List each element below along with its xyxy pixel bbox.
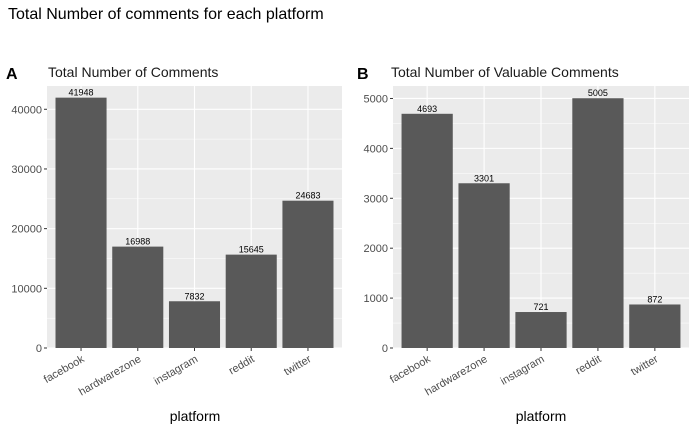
panel-a-title: Total Number of Comments: [48, 64, 218, 80]
y-tick-label: 5000: [364, 93, 388, 105]
data-label-reddit: 15645: [239, 245, 264, 255]
bar-instagram: [515, 312, 567, 348]
panel-b-plot: 0 1000 2000 3000 4000 5000 4693 facebook 3301 har…: [364, 86, 689, 398]
bar-hardwarezone: [112, 246, 164, 348]
figure-title: Total Number of comments for each platfo…: [8, 6, 324, 23]
y-tick-label: 0: [382, 343, 388, 355]
y-tick-label: 30000: [11, 164, 42, 176]
panel-b: B Total Number of Valuable Comments plat…: [357, 64, 619, 424]
data-label-twitter: 24683: [295, 191, 320, 201]
x-tick-label-facebook: facebook: [42, 353, 87, 386]
bar-twitter: [629, 304, 681, 348]
panel-a-plot: 0 10000 20000 30000 40000 41948 facebook 16988 h…: [11, 86, 342, 398]
y-tick-label: 20000: [11, 224, 42, 236]
y-tick-label: 4000: [364, 143, 388, 155]
bar-instagram: [168, 301, 221, 348]
data-label-twitter: 872: [647, 294, 662, 304]
data-label-facebook: 41948: [69, 88, 94, 98]
panel-a: A Total Number of Comments platform: [6, 64, 220, 424]
panel-b-x-axis-title: platform: [516, 408, 567, 424]
x-tick-label-facebook: facebook: [388, 353, 433, 386]
x-tick-label-instagram: instagram: [152, 353, 200, 388]
x-tick-label-twitter: twitter: [282, 353, 314, 378]
panel-b-tag: B: [357, 66, 369, 83]
x-tick-label-hardwarezone: hardwarezone: [423, 353, 489, 398]
data-label-instagram: 7832: [184, 291, 204, 301]
y-tick-label: 0: [36, 343, 42, 355]
bar-reddit: [225, 254, 277, 348]
x-tick-label-reddit: reddit: [574, 353, 604, 377]
data-label-reddit: 5005: [588, 88, 608, 98]
panel-a-x-axis-title: platform: [170, 408, 221, 424]
x-tick-label-hardwarezone: hardwarezone: [77, 353, 143, 398]
panel-a-tag: A: [6, 66, 18, 83]
x-tick-label-reddit: reddit: [227, 353, 257, 377]
bar-facebook: [401, 113, 453, 348]
bar-hardwarezone: [458, 183, 510, 348]
x-tick-label-instagram: instagram: [499, 353, 547, 388]
data-label-instagram: 721: [533, 302, 548, 312]
y-tick-label: 1000: [364, 293, 388, 305]
panel-b-title: Total Number of Valuable Comments: [391, 64, 619, 80]
data-label-hardwarezone: 3301: [474, 173, 494, 183]
y-tick-label: 2000: [364, 243, 388, 255]
bar-facebook: [55, 97, 107, 348]
x-tick-label-twitter: twitter: [629, 353, 661, 378]
bar-twitter: [282, 200, 334, 348]
y-tick-label: 40000: [11, 104, 42, 116]
bar-reddit: [572, 98, 624, 348]
data-label-facebook: 4693: [417, 104, 437, 114]
y-tick-label: 3000: [364, 193, 388, 205]
y-tick-label: 10000: [11, 283, 42, 295]
data-label-hardwarezone: 16988: [125, 237, 150, 247]
